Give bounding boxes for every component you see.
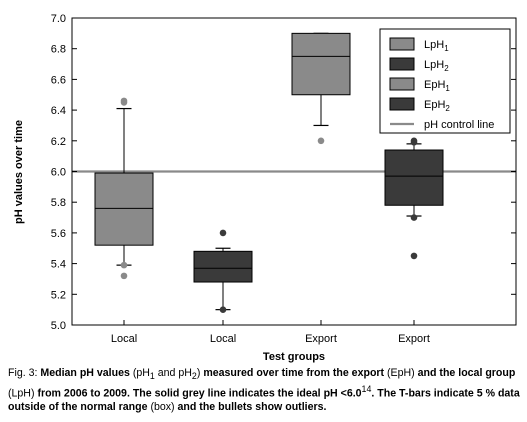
- box-plot-chart: 5.0 5.2 5.4 5.6 5.8 6.0 6.2 6.4 6.6 6.8 7.0 Local Lo…: [13, 13, 517, 363]
- x-tick-label: Local: [111, 333, 137, 345]
- legend-line-label: pH control line: [424, 119, 494, 131]
- box-lph2: [193, 229, 253, 313]
- legend-label-subscript: 2: [444, 64, 449, 73]
- caption-superscript: 14: [361, 384, 372, 395]
- caption-bold-6: and the bullets show outliers.: [177, 400, 327, 413]
- y-tick-label: 5.0: [51, 320, 66, 332]
- x-tick-label: Local: [210, 333, 236, 345]
- x-axis-title: Test groups: [263, 351, 325, 363]
- outlier-point: [410, 252, 418, 260]
- legend-label-subscript: 1: [444, 44, 449, 53]
- y-tick-label: 5.8: [51, 197, 66, 209]
- y-tick-label: 7.0: [51, 13, 66, 25]
- box-layer: [94, 32, 444, 313]
- caption-bold-3: and the local group: [417, 367, 516, 379]
- outlier-point: [120, 261, 128, 269]
- legend-label-base: LpH: [424, 39, 444, 51]
- legend-label-subscript: 2: [445, 104, 450, 113]
- caption-text-4: (EpH): [384, 367, 418, 379]
- box-lph1: [94, 97, 154, 280]
- y-tick-label: 6.0: [51, 167, 66, 179]
- legend-label-base: EpH: [424, 99, 445, 111]
- iqr-box: [384, 149, 444, 206]
- caption-bold-4: from 2006 to 2009. The solid grey line i…: [37, 387, 362, 400]
- legend-swatch: [389, 37, 415, 51]
- caption-text-1: (pH: [129, 367, 150, 379]
- y-tick-label: 5.4: [51, 259, 66, 271]
- y-axis-title: pH values over time: [13, 120, 25, 224]
- legend-swatch: [389, 57, 415, 71]
- caption-text-5: (LpH): [8, 387, 38, 400]
- legend-swatch: [389, 97, 415, 111]
- outlier-point: [410, 214, 418, 221]
- x-tick-label: Export: [305, 333, 337, 345]
- iqr-box: [291, 32, 351, 96]
- legend-label: LpH1: [424, 39, 449, 53]
- caption-prefix: Fig. 3:: [8, 367, 41, 379]
- caption-bold-5: . The T-bars indicate 5 % data outside o…: [8, 387, 520, 413]
- axis-layer: 5.0 5.2 5.4 5.6 5.8 6.0 6.2 6.4 6.6 6.8 7.0 Local Lo…: [51, 13, 516, 345]
- y-tick-label: 6.6: [51, 74, 66, 86]
- legend-label: EpH1: [424, 79, 450, 93]
- legend-label: LpH2: [424, 59, 449, 73]
- iqr-box: [94, 172, 154, 246]
- y-tick-label: 6.4: [51, 105, 66, 117]
- x-tick-label: Export: [398, 333, 430, 345]
- caption-bold-2: measured over time from the export: [203, 367, 385, 379]
- caption-sub-1: 1: [149, 371, 155, 382]
- caption-text-2: and pH: [154, 367, 192, 379]
- y-tick-label: 6.8: [51, 44, 66, 56]
- outlier-point: [219, 306, 227, 313]
- y-tick-label: 5.2: [51, 289, 66, 301]
- legend-label-subscript: 1: [445, 84, 450, 93]
- box-eph2: [384, 137, 444, 260]
- legend-label: EpH2: [424, 99, 450, 113]
- caption-sub-2: 2: [191, 371, 197, 382]
- iqr-box: [193, 250, 253, 283]
- y-tick-label: 5.6: [51, 228, 66, 240]
- caption-text-6: (box): [147, 400, 178, 413]
- outlier-point: [410, 137, 418, 145]
- legend-label-base: LpH: [424, 59, 444, 71]
- legend-label-base: EpH: [424, 79, 445, 91]
- outlier-point: [219, 229, 227, 237]
- y-tick-label: 6.2: [51, 136, 66, 148]
- figure-caption: Fig. 3: Median pH values (pH1 and pH2) m…: [8, 367, 520, 414]
- legend-swatch: [389, 77, 415, 91]
- outlier-point: [317, 137, 325, 145]
- outlier-point: [120, 272, 128, 280]
- box-eph1: [291, 32, 351, 145]
- caption-text-3: ): [196, 367, 204, 379]
- caption-bold-1: Median pH values: [40, 367, 130, 379]
- outlier-point: [120, 97, 128, 105]
